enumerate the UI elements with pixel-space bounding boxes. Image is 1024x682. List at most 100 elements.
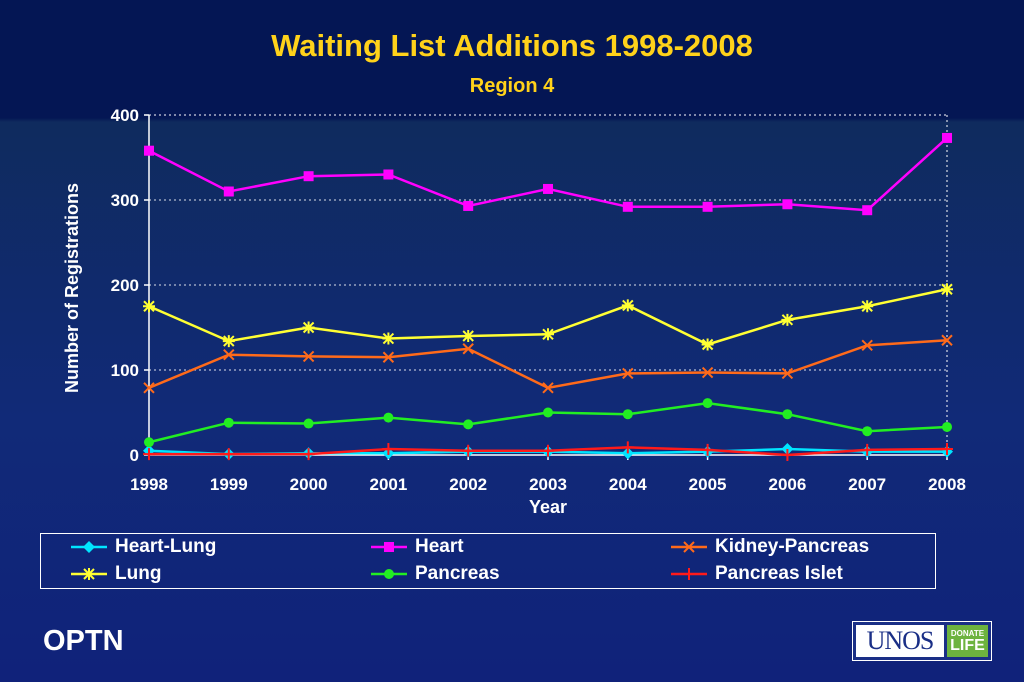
data-point-pancreas [543, 407, 553, 418]
legend-label: Lung [115, 563, 162, 584]
legend-swatch-marker [384, 569, 394, 579]
donate-text: DONATE [950, 628, 985, 638]
legend-label: Heart [415, 536, 464, 557]
data-point-pancreas [144, 437, 154, 448]
x-axis-label: Year [529, 497, 567, 517]
data-point-pancreas-islet [941, 443, 953, 456]
legend-swatch [371, 542, 407, 552]
data-point-lung [781, 313, 794, 326]
donate-life-badge: DONATE LIFE [947, 622, 991, 660]
y-tick-label: 300 [111, 191, 139, 210]
data-point-lung [462, 330, 475, 342]
y-tick-label: 400 [111, 106, 139, 125]
legend-swatch-marker [683, 541, 695, 553]
data-point-heart [782, 199, 793, 210]
data-point-heart [622, 201, 633, 212]
data-point-lung [222, 335, 235, 348]
legend-swatch-marker [384, 542, 394, 552]
data-point-kidney-pancreas [462, 343, 474, 355]
data-point-pancreas-islet [462, 444, 475, 457]
y-tick-label: 200 [111, 276, 139, 295]
data-point-heart [144, 145, 154, 156]
data-point-pancreas [383, 412, 394, 423]
data-point-kidney-pancreas [941, 334, 953, 346]
data-point-kidney-pancreas [542, 382, 554, 394]
legend: Heart-Lung Heart Kidney-Pancreas Lung Pancre… [40, 533, 936, 589]
data-point-kidney-pancreas [302, 350, 315, 363]
data-point-kidney-pancreas [861, 339, 873, 352]
legend-item-pancreas-islet: Pancreas Islet [671, 562, 843, 586]
data-point-heart [463, 200, 474, 211]
data-point-heart [702, 201, 713, 212]
data-point-kidney-pancreas [223, 348, 235, 361]
x-tick-label: 2000 [290, 475, 328, 494]
data-point-pancreas-islet [382, 443, 395, 456]
data-point-heart [543, 183, 553, 194]
data-point-pancreas [782, 409, 793, 420]
x-tick-label: 2008 [928, 475, 966, 494]
data-point-pancreas-islet [542, 444, 554, 457]
data-point-heart [862, 205, 873, 216]
legend-swatch [671, 568, 707, 580]
data-point-lung [941, 283, 953, 296]
y-tick-label: 100 [111, 361, 139, 380]
chart-subtitle: Region 4 [469, 75, 555, 97]
x-tick-label: 2007 [848, 475, 886, 494]
x-tick-label: 2003 [529, 475, 567, 494]
data-point-heart [383, 169, 394, 180]
x-tick-label: 2006 [768, 475, 806, 494]
data-point-pancreas [622, 409, 633, 420]
legend-swatch [671, 541, 707, 553]
data-point-pancreas [303, 418, 314, 429]
legend-swatch-marker [83, 568, 95, 580]
data-point-pancreas [702, 398, 713, 409]
x-tick-label: 1998 [130, 475, 168, 494]
x-tick-label: 2004 [609, 475, 647, 494]
data-point-kidney-pancreas [382, 351, 395, 363]
data-point-heart [223, 186, 234, 197]
legend-swatch [71, 568, 107, 580]
x-tick-label: 2005 [689, 475, 727, 494]
y-axis-label: Number of Registrations [62, 183, 82, 393]
data-point-lung [302, 321, 315, 334]
data-point-kidney-pancreas [701, 366, 714, 379]
data-point-lung [542, 328, 554, 341]
data-point-kidney-pancreas [143, 382, 155, 394]
chart-title: Waiting List Additions 1998-2008 [271, 28, 753, 63]
legend-swatch-marker [83, 541, 95, 553]
data-point-lung [143, 300, 155, 313]
optn-label: OPTN [43, 625, 124, 657]
legend-label: Pancreas [415, 563, 500, 584]
life-text: LIFE [950, 636, 985, 654]
x-tick-label: 2001 [369, 475, 407, 494]
series-line-heart [148, 137, 948, 212]
legend-swatch [71, 541, 107, 553]
data-point-heart [303, 171, 314, 182]
x-tick-label: 1999 [210, 475, 248, 494]
data-point-lung [861, 300, 874, 313]
data-point-pancreas-islet [222, 448, 235, 461]
data-point-heart [942, 132, 952, 143]
legend-item-kidney-pancreas: Kidney-Pancreas [671, 535, 869, 559]
data-point-lung [701, 338, 714, 351]
data-point-pancreas [862, 426, 873, 437]
data-point-pancreas-islet [781, 449, 794, 461]
data-point-pancreas-islet [701, 443, 714, 456]
legend-label: Pancreas Islet [715, 563, 843, 584]
data-point-pancreas-islet [302, 448, 315, 461]
unos-logo-text: UNOS [853, 622, 947, 660]
legend-swatch-marker [683, 568, 695, 580]
legend-item-lung: Lung [71, 562, 161, 586]
series-line-kidney-pancreas [148, 339, 948, 390]
y-tick-label: 0 [130, 446, 139, 465]
data-point-kidney-pancreas [622, 367, 634, 380]
legend-label: Heart-Lung [115, 536, 217, 557]
legend-item-heart-lung: Heart-Lung [71, 535, 216, 559]
unos-donate-life-logo: UNOS DONATE LIFE [852, 621, 992, 661]
x-tick-label: 2002 [449, 475, 487, 494]
data-point-pancreas-islet [861, 443, 874, 456]
data-point-pancreas [942, 421, 952, 432]
data-point-pancreas [223, 417, 234, 428]
data-point-pancreas-islet [621, 441, 634, 454]
